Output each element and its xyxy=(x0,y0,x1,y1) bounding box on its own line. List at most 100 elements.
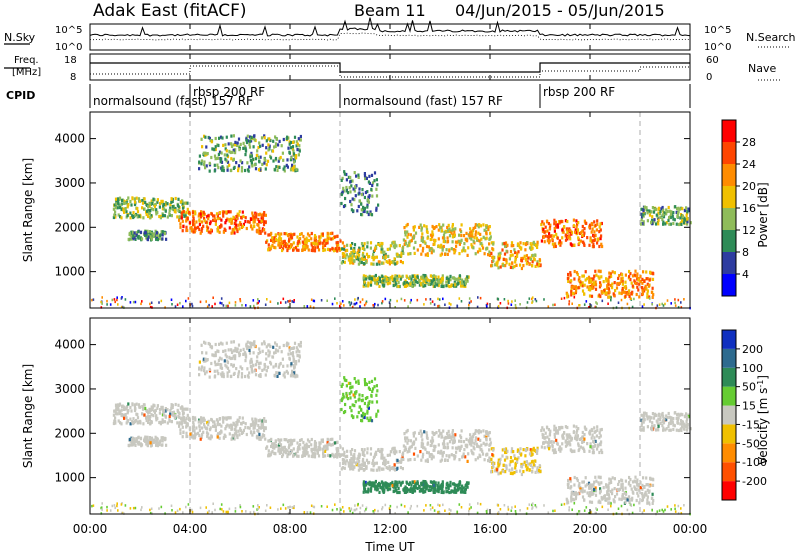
power-cell xyxy=(583,303,586,306)
power-cell xyxy=(640,215,644,219)
velocity-cell xyxy=(256,428,259,433)
power-cell xyxy=(643,279,646,283)
power-cell xyxy=(608,290,611,294)
power-cell xyxy=(348,186,351,190)
power-cell xyxy=(221,302,223,305)
velocity-cell xyxy=(352,467,355,471)
velocity-cell xyxy=(261,368,264,372)
power-cell xyxy=(600,221,603,226)
velocity-cell xyxy=(439,459,442,463)
velocity-cell xyxy=(205,426,208,430)
power-cell xyxy=(450,231,453,235)
power-cell xyxy=(451,240,454,244)
velocity-cell xyxy=(543,436,546,440)
velocity-cell xyxy=(601,450,604,455)
power-cell xyxy=(374,302,376,306)
velocity-cell xyxy=(288,357,291,361)
power-cell xyxy=(536,240,539,244)
velocity-cell xyxy=(256,355,259,359)
velocity-cell xyxy=(236,347,239,351)
power-cell xyxy=(440,252,443,256)
velocity-cell xyxy=(470,443,473,447)
velocity-cell xyxy=(229,423,232,427)
power-cell xyxy=(111,298,114,302)
velocity-cell xyxy=(349,465,352,469)
colorbar-tick-label: 28 xyxy=(742,136,756,149)
power-cell xyxy=(661,218,664,222)
velocity-cell xyxy=(245,344,248,349)
velocity-cell xyxy=(250,345,253,349)
power-cell xyxy=(589,288,592,292)
power-cell xyxy=(263,228,266,232)
velocity-cell xyxy=(161,436,164,440)
power-cell xyxy=(273,236,276,240)
cpid-label: CPID xyxy=(6,89,35,102)
velocity-cell xyxy=(483,458,486,462)
power-cell xyxy=(318,242,321,246)
power-cell xyxy=(576,228,579,232)
velocity-cell xyxy=(208,375,211,379)
power-cell xyxy=(395,244,398,248)
velocity-cell xyxy=(330,443,333,447)
power-cell xyxy=(529,242,532,246)
power-cell xyxy=(483,252,486,256)
power-cell xyxy=(611,270,614,274)
freq-unit-label: [MHz] xyxy=(12,67,41,78)
power-cell xyxy=(421,282,424,286)
power-cell xyxy=(683,209,686,213)
velocity-cell xyxy=(258,432,261,436)
power-cell xyxy=(610,296,612,299)
power-cell xyxy=(601,244,604,249)
velocity-cell xyxy=(145,418,148,423)
velocity-cell xyxy=(523,460,526,464)
velocity-cell xyxy=(421,442,425,446)
power-cell xyxy=(528,262,531,266)
power-cell xyxy=(591,286,594,290)
power-cell xyxy=(243,145,246,149)
velocity-cell xyxy=(488,431,491,435)
velocity-cell xyxy=(253,421,256,425)
velocity-cell xyxy=(170,403,173,407)
power-cell xyxy=(236,229,239,234)
power-cell xyxy=(421,249,424,253)
power-cell xyxy=(343,172,346,176)
velocity-cell xyxy=(380,486,383,490)
velocity-cell xyxy=(245,346,249,351)
power-cell xyxy=(433,280,437,284)
power-cell xyxy=(153,233,156,237)
velocity-cell xyxy=(279,443,283,447)
power-cell xyxy=(322,239,326,243)
power-cell xyxy=(675,210,678,214)
velocity-cell xyxy=(358,459,361,463)
power-cell xyxy=(282,244,286,248)
velocity-cell xyxy=(445,482,448,486)
nsky-trace xyxy=(89,17,691,37)
velocity-cell xyxy=(420,441,423,445)
power-cell xyxy=(531,297,533,301)
power-cell xyxy=(353,189,356,193)
velocity-cell xyxy=(353,455,356,459)
velocity-cell xyxy=(412,452,416,456)
power-cell xyxy=(288,142,291,146)
freq-label: Freq. xyxy=(14,55,39,66)
velocity-cell xyxy=(373,483,376,487)
power-cell xyxy=(319,235,322,239)
power-cell xyxy=(200,210,203,214)
power-cell xyxy=(442,223,445,227)
velocity-cell xyxy=(305,444,309,448)
velocity-cell xyxy=(238,416,241,420)
velocity-cell xyxy=(280,438,283,442)
velocity-cell xyxy=(213,369,216,373)
power-cell xyxy=(218,136,221,140)
velocity-cell xyxy=(161,439,164,443)
velocity-cell xyxy=(179,431,182,435)
power-cell xyxy=(545,219,549,223)
power-cell xyxy=(456,279,459,283)
power-cell xyxy=(208,169,211,173)
velocity-cell xyxy=(440,485,443,489)
power-cell xyxy=(558,220,561,224)
power-cell xyxy=(577,221,580,225)
velocity-cell xyxy=(384,461,387,465)
power-cell xyxy=(293,135,297,139)
velocity-cell xyxy=(395,450,398,454)
